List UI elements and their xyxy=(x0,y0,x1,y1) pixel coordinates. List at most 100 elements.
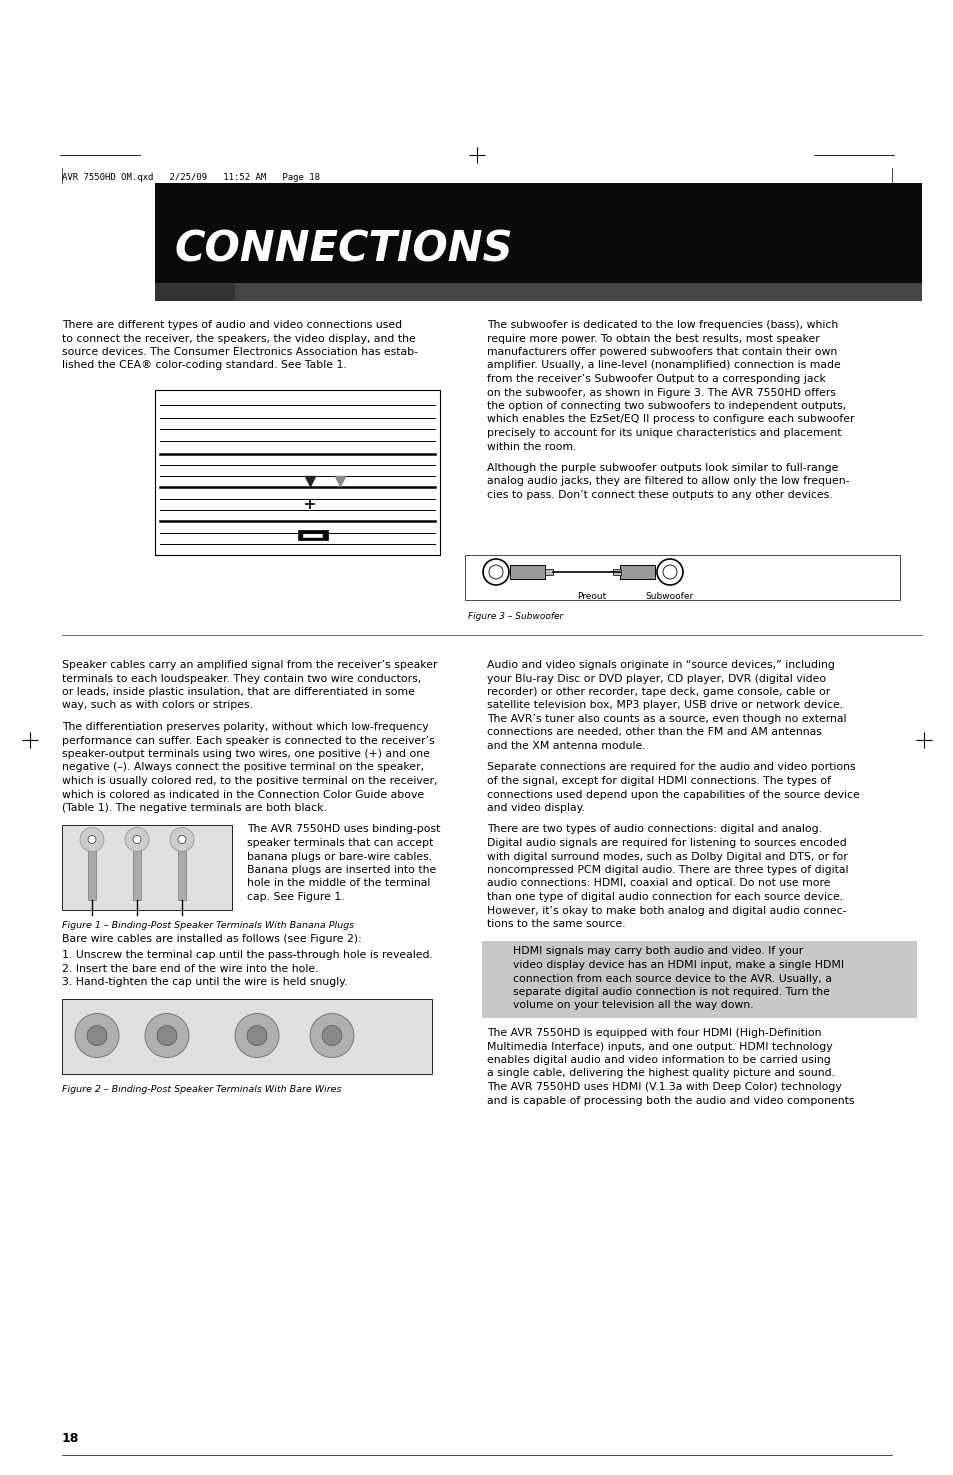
Bar xyxy=(544,569,553,575)
Text: noncompressed PCM digital audio. There are three types of digital: noncompressed PCM digital audio. There a… xyxy=(486,864,847,875)
Bar xyxy=(613,569,620,575)
Text: connections are needed, other than the FM and AM antennas: connections are needed, other than the F… xyxy=(486,727,821,738)
Text: Speaker cables carry an amplified signal from the receiver’s speaker: Speaker cables carry an amplified signal… xyxy=(62,659,437,670)
Text: connection from each source device to the AVR. Usually, a: connection from each source device to th… xyxy=(492,974,831,984)
Bar xyxy=(62,825,232,910)
Text: lished the CEA® color-coding standard. See Table 1.: lished the CEA® color-coding standard. S… xyxy=(62,360,346,370)
Text: The AVR 7550HD uses HDMI (V.1.3a with Deep Color) technology: The AVR 7550HD uses HDMI (V.1.3a with De… xyxy=(486,1083,841,1092)
Bar xyxy=(132,850,141,900)
Circle shape xyxy=(125,827,149,851)
Text: and video display.: and video display. xyxy=(486,802,584,813)
Text: which is usually colored red, to the positive terminal on the receiver,: which is usually colored red, to the pos… xyxy=(62,776,437,786)
Bar xyxy=(154,389,439,555)
Text: and the XM antenna module.: and the XM antenna module. xyxy=(486,740,645,751)
Text: However, it’s okay to make both analog and digital audio connec-: However, it’s okay to make both analog a… xyxy=(486,906,845,916)
Circle shape xyxy=(170,827,193,851)
Text: 1. Unscrew the terminal cap until the pass-through hole is revealed.: 1. Unscrew the terminal cap until the pa… xyxy=(62,950,433,960)
Text: on the subwoofer, as shown in Figure 3. The AVR 7550HD offers: on the subwoofer, as shown in Figure 3. … xyxy=(486,388,835,397)
Text: require more power. To obtain the best results, most speaker: require more power. To obtain the best r… xyxy=(486,333,819,344)
Text: Digital audio signals are required for listening to sources encoded: Digital audio signals are required for l… xyxy=(486,838,846,848)
Text: The AVR’s tuner also counts as a source, even though no external: The AVR’s tuner also counts as a source,… xyxy=(486,714,845,724)
Text: Separate connections are required for the audio and video portions: Separate connections are required for th… xyxy=(486,763,855,773)
Text: The AVR 7550HD uses binding-post: The AVR 7550HD uses binding-post xyxy=(247,825,440,835)
Bar xyxy=(178,850,186,900)
Text: way, such as with colors or stripes.: way, such as with colors or stripes. xyxy=(62,701,253,711)
Text: hole in the middle of the terminal: hole in the middle of the terminal xyxy=(247,879,430,888)
Text: performance can suffer. Each speaker is connected to the receiver’s: performance can suffer. Each speaker is … xyxy=(62,736,435,745)
Text: (Table 1). The negative terminals are both black.: (Table 1). The negative terminals are bo… xyxy=(62,802,327,813)
Bar xyxy=(510,565,544,580)
Text: and is capable of processing both the audio and video components: and is capable of processing both the au… xyxy=(486,1096,854,1105)
Circle shape xyxy=(157,1025,177,1046)
Text: The subwoofer is dedicated to the low frequencies (bass), which: The subwoofer is dedicated to the low fr… xyxy=(486,320,838,330)
Text: 2. Insert the bare end of the wire into the hole.: 2. Insert the bare end of the wire into … xyxy=(62,963,318,974)
Text: audio connections: HDMI, coaxial and optical. Do not use more: audio connections: HDMI, coaxial and opt… xyxy=(486,879,830,888)
Circle shape xyxy=(145,1013,189,1058)
Text: manufacturers offer powered subwoofers that contain their own: manufacturers offer powered subwoofers t… xyxy=(486,347,837,357)
Text: Bare wire cables are installed as follows (see Figure 2):: Bare wire cables are installed as follow… xyxy=(62,935,361,944)
Text: Figure 3 – Subwoofer: Figure 3 – Subwoofer xyxy=(468,612,562,621)
Text: Figure 2 – Binding-Post Speaker Terminals With Bare Wires: Figure 2 – Binding-Post Speaker Terminal… xyxy=(62,1086,341,1094)
Text: your Blu-ray Disc or DVD player, CD player, DVR (digital video: your Blu-ray Disc or DVD player, CD play… xyxy=(486,674,825,683)
Text: precisely to account for its unique characteristics and placement: precisely to account for its unique char… xyxy=(486,428,841,438)
Text: Audio and video signals originate in “source devices,” including: Audio and video signals originate in “so… xyxy=(486,659,834,670)
Text: to connect the receiver, the speakers, the video display, and the: to connect the receiver, the speakers, t… xyxy=(62,333,416,344)
Text: terminals to each loudspeaker. They contain two wire conductors,: terminals to each loudspeaker. They cont… xyxy=(62,674,421,683)
Circle shape xyxy=(87,1025,107,1046)
Text: enables digital audio and video information to be carried using: enables digital audio and video informat… xyxy=(486,1055,830,1065)
Text: or leads, inside plastic insulation, that are differentiated in some: or leads, inside plastic insulation, tha… xyxy=(62,687,415,698)
Text: recorder) or other recorder, tape deck, game console, cable or: recorder) or other recorder, tape deck, … xyxy=(486,687,829,698)
Text: 18: 18 xyxy=(62,1432,79,1446)
Text: Figure 1 – Binding-Post Speaker Terminals With Banana Plugs: Figure 1 – Binding-Post Speaker Terminal… xyxy=(62,922,354,931)
Bar xyxy=(481,941,916,1018)
Text: connections used depend upon the capabilities of the source device: connections used depend upon the capabil… xyxy=(486,789,859,799)
Text: from the receiver’s Subwoofer Output to a corresponding jack: from the receiver’s Subwoofer Output to … xyxy=(486,375,825,384)
Text: than one type of digital audio connection for each source device.: than one type of digital audio connectio… xyxy=(486,892,842,903)
Text: banana plugs or bare-wire cables.: banana plugs or bare-wire cables. xyxy=(247,851,432,861)
Text: HDMI signals may carry both audio and video. If your: HDMI signals may carry both audio and vi… xyxy=(492,947,802,956)
Text: video display device has an HDMI input, make a single HDMI: video display device has an HDMI input, … xyxy=(492,960,843,971)
Text: There are different types of audio and video connections used: There are different types of audio and v… xyxy=(62,320,402,330)
Text: volume on your television all the way down.: volume on your television all the way do… xyxy=(492,1000,753,1010)
Bar xyxy=(297,530,328,540)
Circle shape xyxy=(322,1025,341,1046)
Text: There are two types of audio connections: digital and analog.: There are two types of audio connections… xyxy=(486,825,821,835)
Text: speaker terminals that can accept: speaker terminals that can accept xyxy=(247,838,433,848)
Text: The AVR 7550HD is equipped with four HDMI (High-Definition: The AVR 7550HD is equipped with four HDM… xyxy=(486,1028,821,1038)
Text: analog audio jacks, they are filtered to allow only the low frequen-: analog audio jacks, they are filtered to… xyxy=(486,476,848,487)
Text: AVR 7550HD OM.qxd   2/25/09   11:52 AM   Page 18: AVR 7550HD OM.qxd 2/25/09 11:52 AM Page … xyxy=(62,173,319,181)
Text: Multimedia Interface) inputs, and one output. HDMI technology: Multimedia Interface) inputs, and one ou… xyxy=(486,1041,832,1052)
Circle shape xyxy=(80,827,104,851)
Text: cap. See Figure 1.: cap. See Figure 1. xyxy=(247,892,344,903)
Text: amplifier. Usually, a line-level (nonamplified) connection is made: amplifier. Usually, a line-level (nonamp… xyxy=(486,360,840,370)
Circle shape xyxy=(132,835,141,844)
Text: cies to pass. Don’t connect these outputs to any other devices.: cies to pass. Don’t connect these output… xyxy=(486,490,832,500)
Bar xyxy=(62,999,432,1074)
Bar xyxy=(88,850,96,900)
Circle shape xyxy=(234,1013,278,1058)
Circle shape xyxy=(88,835,96,844)
Bar xyxy=(619,565,655,580)
Bar xyxy=(303,532,323,538)
Circle shape xyxy=(178,835,186,844)
Bar xyxy=(464,555,899,600)
Circle shape xyxy=(310,1013,354,1058)
Text: Preout: Preout xyxy=(577,591,606,600)
Text: source devices. The Consumer Electronics Association has estab-: source devices. The Consumer Electronics… xyxy=(62,347,417,357)
Text: CONNECTIONS: CONNECTIONS xyxy=(174,229,513,271)
Text: within the room.: within the room. xyxy=(486,441,576,451)
Text: of the signal, except for digital HDMI connections. The types of: of the signal, except for digital HDMI c… xyxy=(486,776,830,786)
Text: satellite television box, MP3 player, USB drive or network device.: satellite television box, MP3 player, US… xyxy=(486,701,842,711)
Circle shape xyxy=(247,1025,267,1046)
Text: the option of connecting two subwoofers to independent outputs,: the option of connecting two subwoofers … xyxy=(486,401,845,412)
Text: which is colored as indicated in the Connection Color Guide above: which is colored as indicated in the Con… xyxy=(62,789,424,799)
Text: The differentiation preserves polarity, without which low-frequency: The differentiation preserves polarity, … xyxy=(62,721,428,732)
Text: with digital surround modes, such as Dolby Digital and DTS, or for: with digital surround modes, such as Dol… xyxy=(486,851,847,861)
Text: negative (–). Always connect the positive terminal on the speaker,: negative (–). Always connect the positiv… xyxy=(62,763,424,773)
Text: Banana plugs are inserted into the: Banana plugs are inserted into the xyxy=(247,864,436,875)
Bar xyxy=(154,283,921,301)
Text: speaker-output terminals using two wires, one positive (+) and one: speaker-output terminals using two wires… xyxy=(62,749,430,760)
Text: separate digital audio connection is not required. Turn the: separate digital audio connection is not… xyxy=(492,987,829,997)
Circle shape xyxy=(75,1013,119,1058)
Text: tions to the same source.: tions to the same source. xyxy=(486,919,625,929)
